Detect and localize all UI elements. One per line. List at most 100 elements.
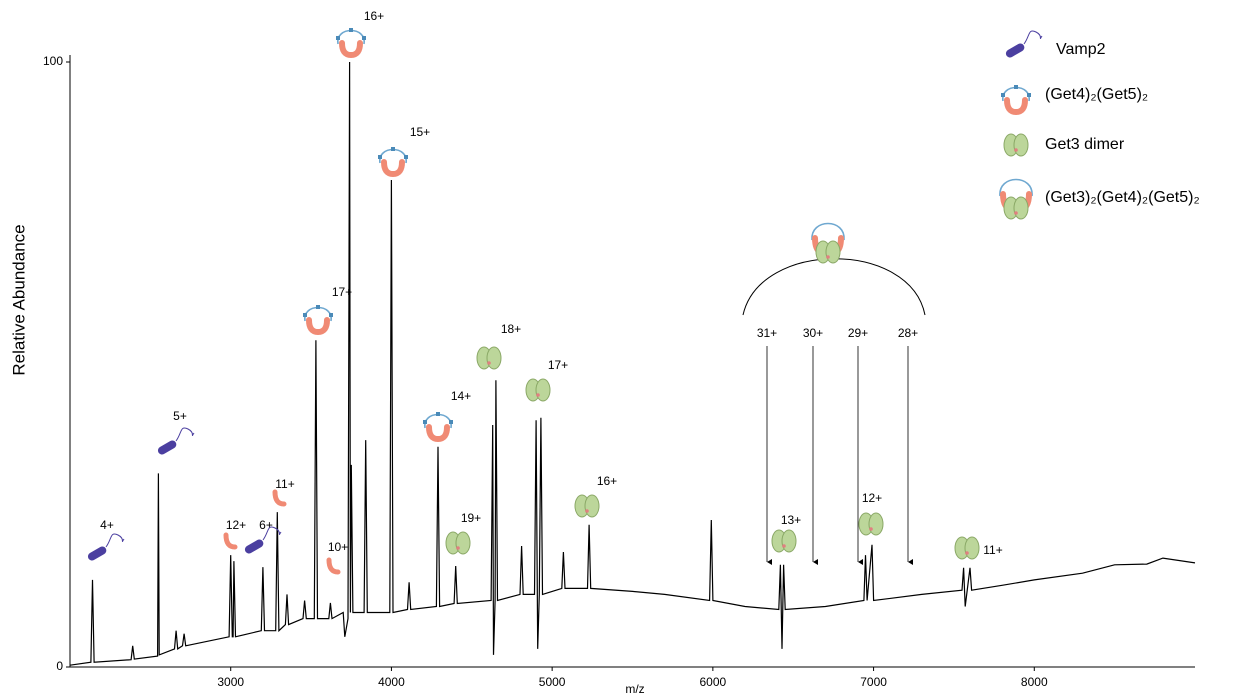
ring-arc	[811, 222, 845, 241]
ring-node	[1014, 85, 1018, 89]
charge-label: 17+	[548, 358, 568, 372]
icon-get3	[525, 378, 551, 402]
ring-u	[426, 424, 450, 443]
charge-label: 17+	[332, 285, 352, 299]
ring-arc	[999, 178, 1033, 197]
legend-label: (Get4)₂(Get5)₂	[1045, 86, 1148, 103]
ring-node	[316, 305, 320, 309]
icon-vamp	[87, 533, 125, 561]
charge-label: 30+	[803, 326, 823, 340]
ring-node	[303, 313, 307, 317]
ring-node	[329, 313, 333, 317]
icon-vamp	[157, 427, 195, 455]
charge-label: 12+	[226, 518, 246, 532]
get3-dot	[869, 527, 873, 531]
icon-vamp	[244, 526, 282, 554]
ring-node	[1001, 93, 1005, 97]
legend-label: (Get3)₂(Get4)₂(Get5)₂	[1045, 189, 1200, 206]
charge-label: 15+	[410, 125, 430, 139]
icon-get3	[954, 536, 980, 560]
x-tick-label: 3000	[217, 675, 244, 689]
get3-dot	[487, 361, 491, 365]
ring-node	[404, 155, 408, 159]
vamp-body	[1005, 43, 1025, 58]
get3-dot	[585, 509, 589, 513]
charge-label: 13+	[781, 513, 801, 527]
icon-red	[223, 532, 238, 550]
ring-u	[339, 40, 363, 59]
ring-node	[1027, 93, 1031, 97]
get3-lobe	[825, 240, 841, 264]
x-tick-label: 4000	[378, 675, 405, 689]
get3-dot	[456, 546, 460, 550]
ring-node	[336, 36, 340, 40]
vamp-tail	[175, 427, 195, 442]
icon-red	[272, 489, 287, 507]
y-tick-label: 100	[43, 54, 63, 68]
x-tick-label: 7000	[860, 675, 887, 689]
icon-get3	[771, 529, 797, 553]
charge-label: 4+	[100, 518, 114, 532]
charge-label: 6+	[259, 518, 273, 532]
get3-lobe	[1013, 133, 1029, 157]
bracket	[742, 258, 926, 316]
icon-ring	[303, 305, 333, 336]
icon-complex	[999, 178, 1033, 220]
y-axis-label: Relative Abundance	[9, 224, 28, 375]
vamp-body	[87, 546, 107, 561]
get3-lobe	[1013, 196, 1029, 220]
vamp-tail	[262, 526, 282, 541]
charge-label: 16+	[597, 474, 617, 488]
vamp-body	[157, 440, 177, 455]
ring-u	[381, 159, 405, 178]
ring-node	[378, 155, 382, 159]
x-tick-label: 6000	[700, 675, 727, 689]
x-tick-label: 8000	[1021, 675, 1048, 689]
get3-dot	[1014, 148, 1018, 152]
charge-label: 18+	[501, 322, 521, 336]
ring-node	[362, 36, 366, 40]
get3-dot	[826, 255, 830, 259]
charge-label: 12+	[862, 491, 882, 505]
get3-lobe	[964, 536, 980, 560]
y-tick-label: 0	[56, 659, 63, 673]
ring-node	[391, 147, 395, 151]
spectrum-line	[69, 61, 1196, 666]
legend-label: Get3 dimer	[1045, 136, 1125, 153]
fragment	[326, 557, 341, 575]
ring-node	[436, 412, 440, 416]
charge-label: 19+	[461, 511, 481, 525]
icon-ring	[336, 28, 366, 59]
icon-ring	[1001, 85, 1031, 116]
get3-dot	[1014, 211, 1018, 215]
fragment	[272, 489, 287, 507]
ring-node	[423, 420, 427, 424]
charge-label: 16+	[364, 9, 384, 23]
icon-get3	[858, 512, 884, 536]
get3-lobe	[486, 346, 502, 370]
charge-label: 10+	[328, 540, 348, 554]
charge-label: 14+	[451, 389, 471, 403]
icon-red	[326, 557, 341, 575]
icon-ring	[423, 412, 453, 443]
ring-node	[449, 420, 453, 424]
get3-lobe	[781, 529, 797, 553]
charge-label: 31+	[757, 326, 777, 340]
legend-label: Vamp2	[1056, 41, 1106, 58]
icon-vamp	[1005, 30, 1043, 58]
get3-lobe	[584, 494, 600, 518]
get3-lobe	[535, 378, 551, 402]
ring-node	[349, 28, 353, 32]
icon-get3	[574, 494, 600, 518]
icon-get3	[445, 531, 471, 555]
vamp-tail	[105, 533, 125, 548]
charge-label: 5+	[173, 409, 187, 423]
icon-complex	[811, 222, 845, 264]
vamp-tail	[1023, 30, 1043, 45]
charge-label: 28+	[898, 326, 918, 340]
icon-get3	[476, 346, 502, 370]
ring-u	[1004, 97, 1028, 116]
icon-get3	[1003, 133, 1029, 157]
get3-dot	[965, 551, 969, 555]
fragment	[223, 532, 238, 550]
